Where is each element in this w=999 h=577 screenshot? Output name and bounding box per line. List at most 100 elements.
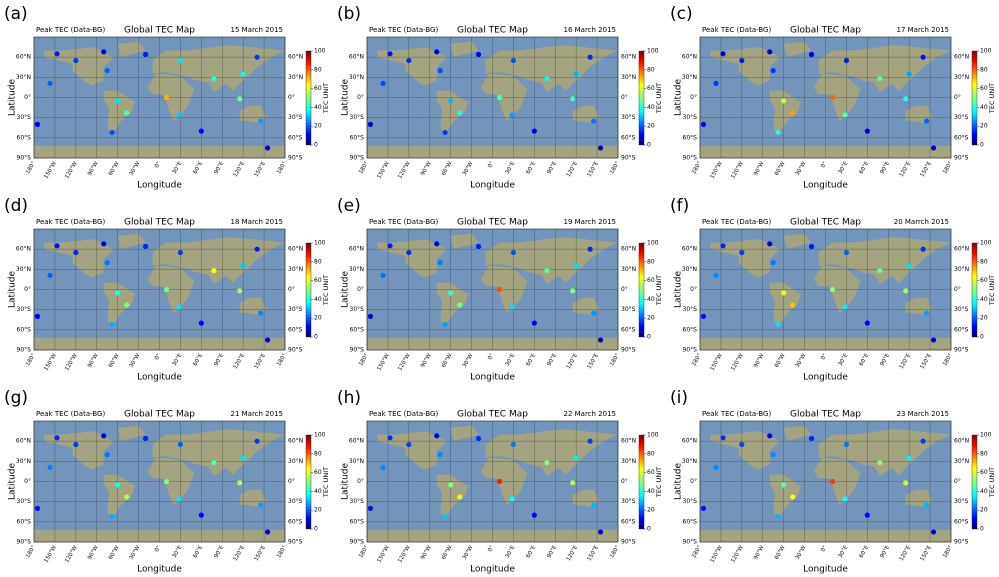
- colorbar-tick-label: 80: [314, 258, 322, 265]
- colorbar-tick-label: 40: [647, 296, 655, 303]
- y-tick-label-right: 60°N: [954, 438, 969, 445]
- chart-title: Global TEC Map: [457, 218, 528, 228]
- y-tick-label-right: 90°S: [288, 155, 303, 162]
- colorbar-tick-label: 80: [980, 66, 988, 73]
- station-point: [109, 130, 114, 135]
- station-point: [434, 241, 439, 246]
- x-tick-label: 150°W: [376, 160, 391, 180]
- colorbar-tick-label: 0: [980, 142, 984, 149]
- station-point: [47, 81, 52, 86]
- colorbar-tick-label: 20: [647, 507, 655, 514]
- station-point: [781, 290, 786, 295]
- y-tick-label-right: 30°S: [288, 498, 303, 505]
- station-point: [368, 122, 373, 127]
- station-point: [199, 129, 204, 134]
- station-point: [406, 442, 411, 447]
- colorbar-tick-label: 80: [647, 66, 655, 73]
- station-point: [438, 260, 443, 265]
- station-point: [124, 494, 129, 499]
- x-tick-label: 90°E: [213, 352, 225, 367]
- x-tick-label: 90°E: [213, 160, 225, 175]
- y-tick-label-right: 60°N: [621, 54, 636, 61]
- x-tick-label: 120°E: [233, 352, 247, 370]
- y-tick-label: 60°S: [17, 326, 32, 333]
- x-tick-label: 90°E: [546, 160, 558, 175]
- colorbar-tick-label: 0: [314, 526, 318, 533]
- colorbar-tick-label: 20: [980, 123, 988, 130]
- station-point: [54, 243, 59, 248]
- colorbar: [972, 51, 977, 145]
- y-tick-label-right: 0°: [288, 478, 295, 485]
- station-point: [237, 96, 242, 101]
- station-point: [258, 502, 263, 507]
- colorbar-tick-label: 20: [980, 315, 988, 322]
- station-point: [255, 55, 260, 60]
- x-tick-label: 150°W: [376, 544, 391, 564]
- colorbar-tick-label: 60: [647, 469, 655, 476]
- y-tick-label: 30°S: [350, 114, 365, 121]
- station-point: [406, 250, 411, 255]
- station-point: [73, 442, 78, 447]
- y-tick-label-right: 0°: [954, 286, 961, 293]
- station-point: [701, 122, 706, 127]
- x-tick-label: 180°: [609, 545, 621, 560]
- station-point: [457, 494, 462, 499]
- y-tick-label-right: 30°N: [621, 266, 636, 273]
- x-tick-label: 150°W: [43, 160, 58, 180]
- x-tick-label: 180°: [358, 353, 370, 368]
- y-tick-label: 30°S: [17, 306, 32, 313]
- y-tick-label-right: 60°N: [621, 438, 636, 445]
- chart-title: Global TEC Map: [457, 410, 528, 420]
- station-point: [588, 247, 593, 252]
- station-point: [199, 513, 204, 518]
- x-tick-label: 30°W: [462, 544, 475, 561]
- station-point: [387, 243, 392, 248]
- y-tick-label: 60°S: [17, 518, 32, 525]
- x-tick-label: 150°W: [43, 544, 58, 564]
- subtitle: Peak TEC (Data-BG): [369, 26, 438, 34]
- y-tick-label: 0°: [24, 94, 31, 101]
- colorbar-tick-label: 80: [314, 66, 322, 73]
- station-point: [35, 314, 40, 319]
- y-tick-label-right: 0°: [954, 478, 961, 485]
- x-tick-label: 0°: [487, 161, 495, 170]
- station-point: [124, 110, 129, 115]
- x-tick-label: 180°: [691, 545, 703, 560]
- x-tick-label: 60°W: [774, 160, 787, 177]
- station-point: [47, 273, 52, 278]
- y-tick-label-right: 30°S: [954, 114, 969, 121]
- station-point: [109, 514, 114, 519]
- panel: (h)Peak TEC (Data-BG)Global TEC Map22 Ma…: [337, 388, 663, 575]
- y-tick-label-right: 30°S: [954, 306, 969, 313]
- station-point: [143, 52, 148, 57]
- station-point: [790, 110, 795, 115]
- y-tick-label: 90°S: [683, 155, 698, 162]
- station-point: [380, 81, 385, 86]
- colorbar-tick-label: 60: [314, 277, 322, 284]
- x-tick-label: 180°: [276, 545, 288, 560]
- x-tick-label: 180°: [609, 353, 621, 368]
- colorbar-tick-label: 80: [980, 450, 988, 457]
- y-axis-label: Latitude: [341, 79, 351, 117]
- y-tick-label: 30°N: [682, 458, 697, 465]
- station-point: [511, 442, 516, 447]
- x-tick-label: 30°W: [462, 352, 475, 369]
- x-tick-label: 150°E: [254, 160, 268, 178]
- x-tick-label: 120°W: [730, 352, 745, 372]
- y-tick-label: 30°N: [349, 458, 364, 465]
- x-tick-label: 150°W: [709, 160, 724, 180]
- station-point: [54, 51, 59, 56]
- station-point: [442, 130, 447, 135]
- station-point: [265, 529, 270, 534]
- station-point: [544, 268, 549, 273]
- colorbar-tick-label: 60: [647, 85, 655, 92]
- x-tick-label: 90°W: [753, 160, 766, 177]
- station-point: [775, 322, 780, 327]
- x-axis-label: Longitude: [137, 565, 182, 575]
- x-tick-label: 150°E: [254, 544, 268, 562]
- chart-title: Global TEC Map: [790, 218, 861, 228]
- x-tick-label: 120°W: [64, 352, 79, 372]
- station-point: [903, 288, 908, 293]
- date: 18 March 2015: [230, 218, 283, 226]
